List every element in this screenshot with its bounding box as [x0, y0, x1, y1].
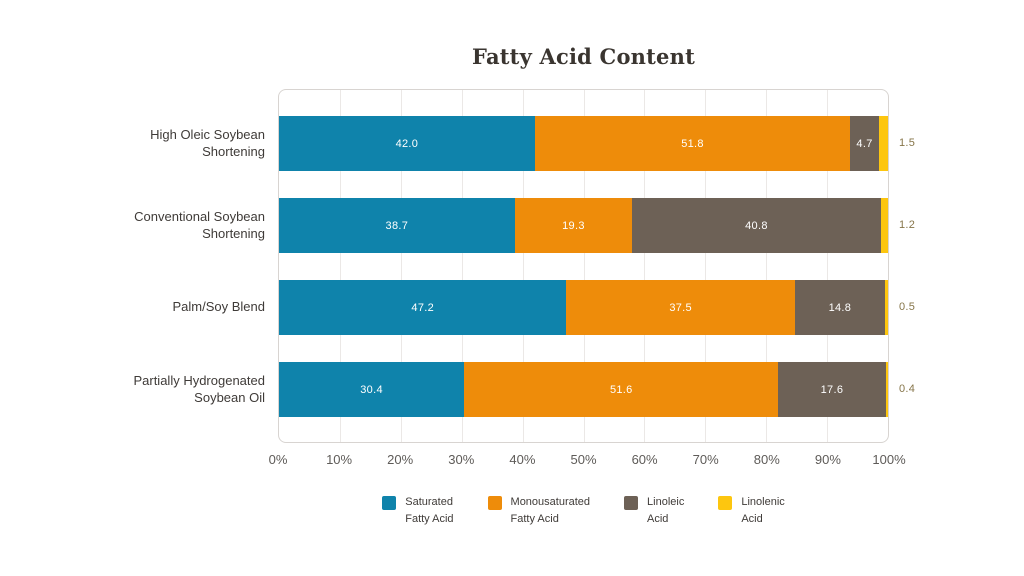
bar-segment[interactable]: 19.3: [514, 198, 633, 253]
bar-row: 42.0 51.8 4.7: [279, 116, 888, 171]
gridline: [827, 90, 829, 442]
category-label: High Oleic Soybean Shortening: [150, 126, 265, 159]
legend-item-label: Saturated Fatty Acid: [405, 496, 454, 525]
x-tick-label: 20%: [387, 452, 414, 467]
legend-item[interactable]: Linolenic Acid: [718, 494, 785, 528]
bar-segment[interactable]: [884, 280, 888, 335]
bar-segment[interactable]: 40.8: [632, 198, 881, 253]
legend-swatch: [487, 496, 502, 510]
legend-item[interactable]: Linoleic Acid: [624, 494, 684, 528]
bar-outside-value-label: 1.2: [899, 218, 916, 231]
bar-segment[interactable]: [880, 198, 888, 253]
bar-value-label: 47.2: [411, 301, 435, 314]
bar-segment[interactable]: [878, 116, 888, 171]
gridline: [766, 90, 768, 442]
legend: Saturated Fatty Acid Monousaturated Fatty…: [278, 494, 889, 528]
bar-segment[interactable]: 37.5: [566, 280, 795, 335]
gridline: [705, 90, 707, 442]
gridline: [339, 90, 341, 442]
bar-segment[interactable]: 51.6: [464, 362, 779, 417]
chart-title: Fatty Acid Content: [472, 44, 695, 69]
legend-item-label: Linoleic Acid: [647, 496, 685, 525]
x-tick-label: 60%: [631, 452, 658, 467]
bar-value-label: 30.4: [360, 383, 383, 396]
category-label: Conventional Soybean Shortening: [134, 208, 265, 241]
bar-segment[interactable]: 38.7: [279, 198, 515, 253]
gridline: [583, 90, 585, 442]
x-tick-label: 80%: [753, 452, 780, 467]
bar-value-label: 19.3: [562, 219, 585, 232]
bar-value-label: 42.0: [395, 137, 419, 150]
bar-outside-value-label: 0.5: [899, 300, 916, 313]
bar-value-label: 51.8: [681, 137, 704, 150]
legend-swatch: [624, 496, 639, 510]
gridline: [522, 90, 524, 442]
legend-item-label: Linolenic Acid: [741, 496, 785, 525]
legend-item-label: Monousaturated Fatty Acid: [510, 496, 591, 525]
x-tick-label: 50%: [570, 452, 597, 467]
bar-value-label: 17.6: [820, 383, 844, 396]
bar-value-label: 37.5: [669, 301, 692, 314]
category-label: Palm/Soy Blend: [172, 299, 266, 314]
gridline: [644, 90, 646, 442]
legend-item[interactable]: Monousaturated Fatty Acid: [487, 494, 591, 528]
gridline: [400, 90, 402, 442]
bar-segment[interactable]: 17.6: [778, 362, 886, 417]
bar-value-label: 4.7: [856, 137, 873, 150]
bar-value-label: 51.6: [609, 383, 633, 396]
bar-segment[interactable]: 30.4: [279, 362, 465, 417]
bar-row: 38.7 19.3 40.8: [279, 198, 888, 253]
x-tick-label: 10%: [326, 452, 353, 467]
x-axis: 0% 10% 20% 30% 40% 50% 60% 70% 80% 90% 100%: [0, 452, 1024, 472]
x-tick-label: 100%: [872, 452, 906, 467]
bar-segment[interactable]: 4.7: [850, 116, 879, 171]
bar-value-label: 14.8: [828, 301, 852, 314]
bar-outside-value-label: 1.5: [899, 136, 916, 149]
bar-segment[interactable]: 42.0: [279, 116, 535, 171]
x-tick-label: 0%: [268, 452, 288, 467]
legend-item[interactable]: Saturated Fatty Acid: [382, 494, 454, 528]
category-label: Partially Hydrogenated Soybean Oil: [133, 372, 265, 405]
bar-outside-value-label: 0.4: [899, 382, 916, 395]
bar-value-label: 40.8: [745, 219, 768, 232]
bar-value-label: 38.7: [385, 219, 409, 232]
bar-segment[interactable]: 51.8: [534, 116, 851, 171]
plot-area: 42.0 51.8 4.7 38.7 19.3 40.8 47.2 37.5 14.8 30.4 5…: [278, 89, 889, 443]
bar-row: 47.2 37.5 14.8: [279, 280, 888, 335]
x-tick-label: 90%: [814, 452, 841, 467]
x-tick-label: 70%: [692, 452, 719, 467]
legend-swatch: [382, 496, 397, 510]
x-tick-label: 30%: [448, 452, 475, 467]
bar-segment[interactable]: [885, 362, 888, 417]
bar-row: 30.4 51.6 17.6: [279, 362, 888, 417]
gridline: [461, 90, 463, 442]
legend-swatch: [718, 496, 733, 510]
bar-segment[interactable]: 14.8: [794, 280, 885, 335]
bar-segment[interactable]: 47.2: [279, 280, 567, 335]
x-tick-label: 40%: [509, 452, 536, 467]
